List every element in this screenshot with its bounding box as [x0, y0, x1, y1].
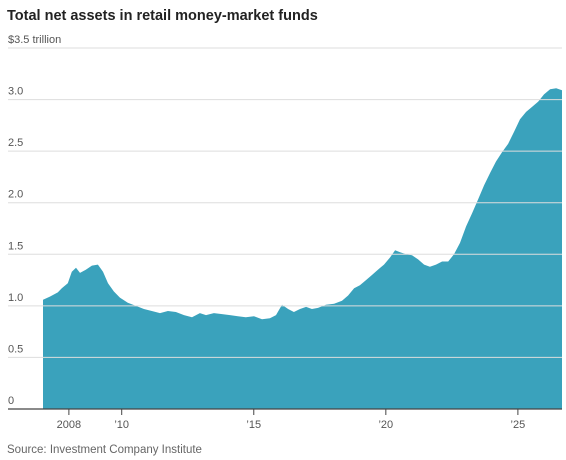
x-tick-label: 2008 [57, 419, 81, 431]
y-tick-label: 0 [8, 395, 14, 407]
x-tick-label: ’25 [511, 419, 526, 431]
y-tick-label: 1.5 [8, 240, 23, 252]
source: Source: Investment Company Institute [7, 444, 202, 456]
y-tick-label: 1.0 [8, 292, 23, 304]
y-tick-label: 3.0 [8, 86, 23, 98]
area [43, 88, 562, 409]
y-tick-label: 2.5 [8, 137, 23, 149]
x-tick-label: ’15 [246, 419, 261, 431]
y-tick-label: 2.0 [8, 189, 23, 201]
y-tick-label: $3.5 trillion [8, 34, 61, 46]
y-tick-label: 0.5 [8, 343, 23, 355]
chart-title: Total net assets in retail money-market … [7, 8, 318, 24]
x-tick-label: ’10 [114, 419, 129, 431]
x-tick-label: ’20 [378, 419, 393, 431]
